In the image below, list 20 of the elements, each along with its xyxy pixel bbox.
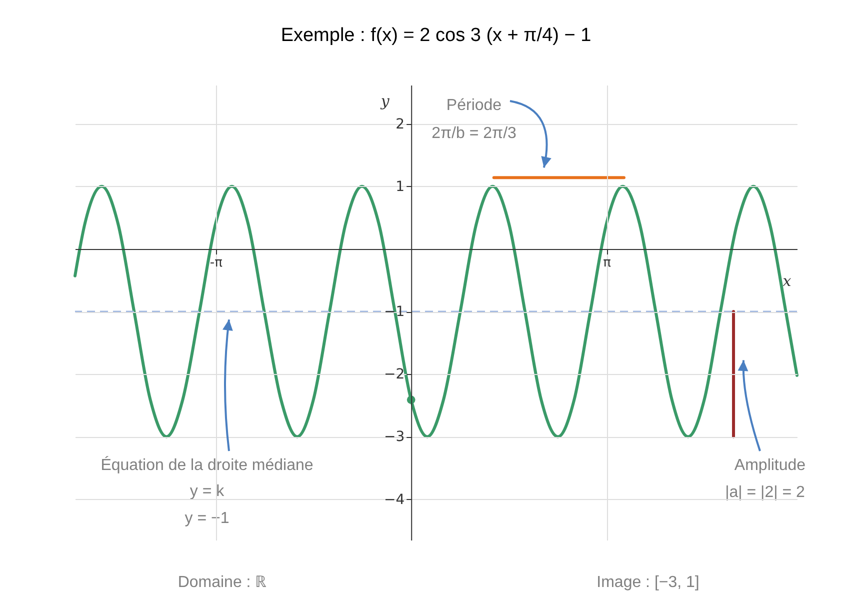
y-tick-label: −1	[384, 304, 405, 320]
annotation: Équation de la droite médiane	[100, 456, 314, 474]
annotation: Amplitude	[734, 457, 806, 474]
annotation: y = −1	[184, 510, 230, 527]
text: Image : [−3, 1]	[596, 574, 700, 591]
chart-title: Exemple : f(x) = 2 cos 3 (x + π/4) − 1	[280, 25, 592, 46]
y-tick-label: −4	[384, 492, 405, 508]
text: Domaine : ℝ	[178, 574, 268, 591]
y-tick-label: 1	[396, 178, 405, 195]
annotation: |a| = |2| = 2	[725, 484, 805, 501]
y-tick-label: 2	[396, 116, 405, 132]
annotation: Période	[446, 97, 502, 114]
x-tick-label: π	[603, 255, 612, 270]
x-axis-title: x	[782, 272, 792, 290]
annotation: y = k	[190, 483, 226, 500]
y-tick-label: −2	[384, 366, 405, 383]
y-axis-title: y	[380, 92, 390, 110]
y-tick-label: −3	[384, 429, 405, 446]
annotation: 2π/b = 2π/3	[432, 125, 516, 142]
x-tick-label: -π	[210, 255, 223, 270]
